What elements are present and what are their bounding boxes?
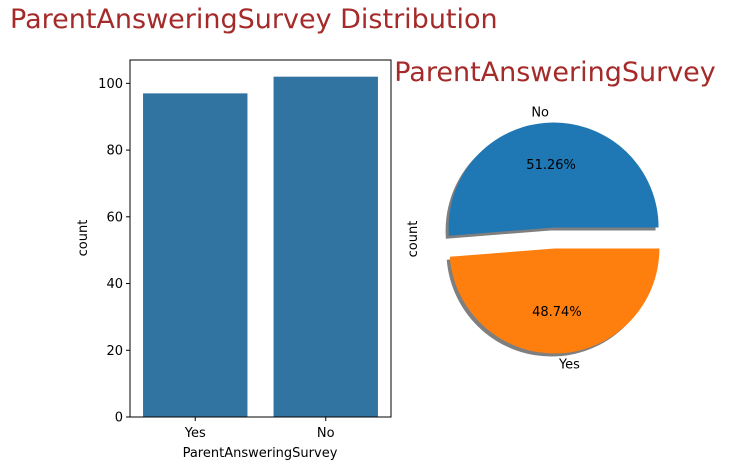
x-axis-label: ParentAnsweringSurvey <box>183 446 338 461</box>
y-tick-label: 60 <box>106 210 123 225</box>
pie-y-label: count <box>406 221 421 258</box>
pie-label-yes: Yes <box>558 357 580 372</box>
bar-series <box>143 76 378 417</box>
x-tick-label: No <box>317 426 335 441</box>
y-tick-label: 0 <box>115 411 123 426</box>
pie-wedge-no <box>448 122 659 236</box>
bar-yes <box>143 93 248 417</box>
y-axis-ticks: 0 20 40 60 80 100 <box>98 77 130 426</box>
bar-chart: 0 20 40 60 80 100 Yes No ParentAnsweringSurvey… <box>76 59 392 461</box>
pie-pct-yes: 48.74% <box>532 305 582 320</box>
pie-label-no: No <box>531 106 549 121</box>
pie-labels: No 51.26% Yes 48.74% <box>526 106 581 373</box>
pie-wedges <box>448 122 660 354</box>
pie-wedge-yes <box>449 248 660 354</box>
y-tick-label: 80 <box>106 144 123 159</box>
y-tick-label: 100 <box>98 77 123 92</box>
bar-axes-frame <box>129 59 392 418</box>
pie-title: ParentAnsweringSurvey <box>394 57 716 88</box>
pie-pct-no: 51.26% <box>526 158 576 173</box>
y-tick-label: 40 <box>106 277 123 292</box>
x-axis-ticks: Yes No <box>184 417 335 441</box>
pie-chart: ParentAnsweringSurvey count No 51.26% Yes 4… <box>394 57 716 372</box>
x-tick-label: Yes <box>184 426 206 441</box>
y-tick-label: 20 <box>106 344 123 359</box>
bar-no <box>273 76 378 417</box>
y-axis-label: count <box>76 220 91 257</box>
figure-suptitle: ParentAnsweringSurvey Distribution <box>10 4 498 35</box>
